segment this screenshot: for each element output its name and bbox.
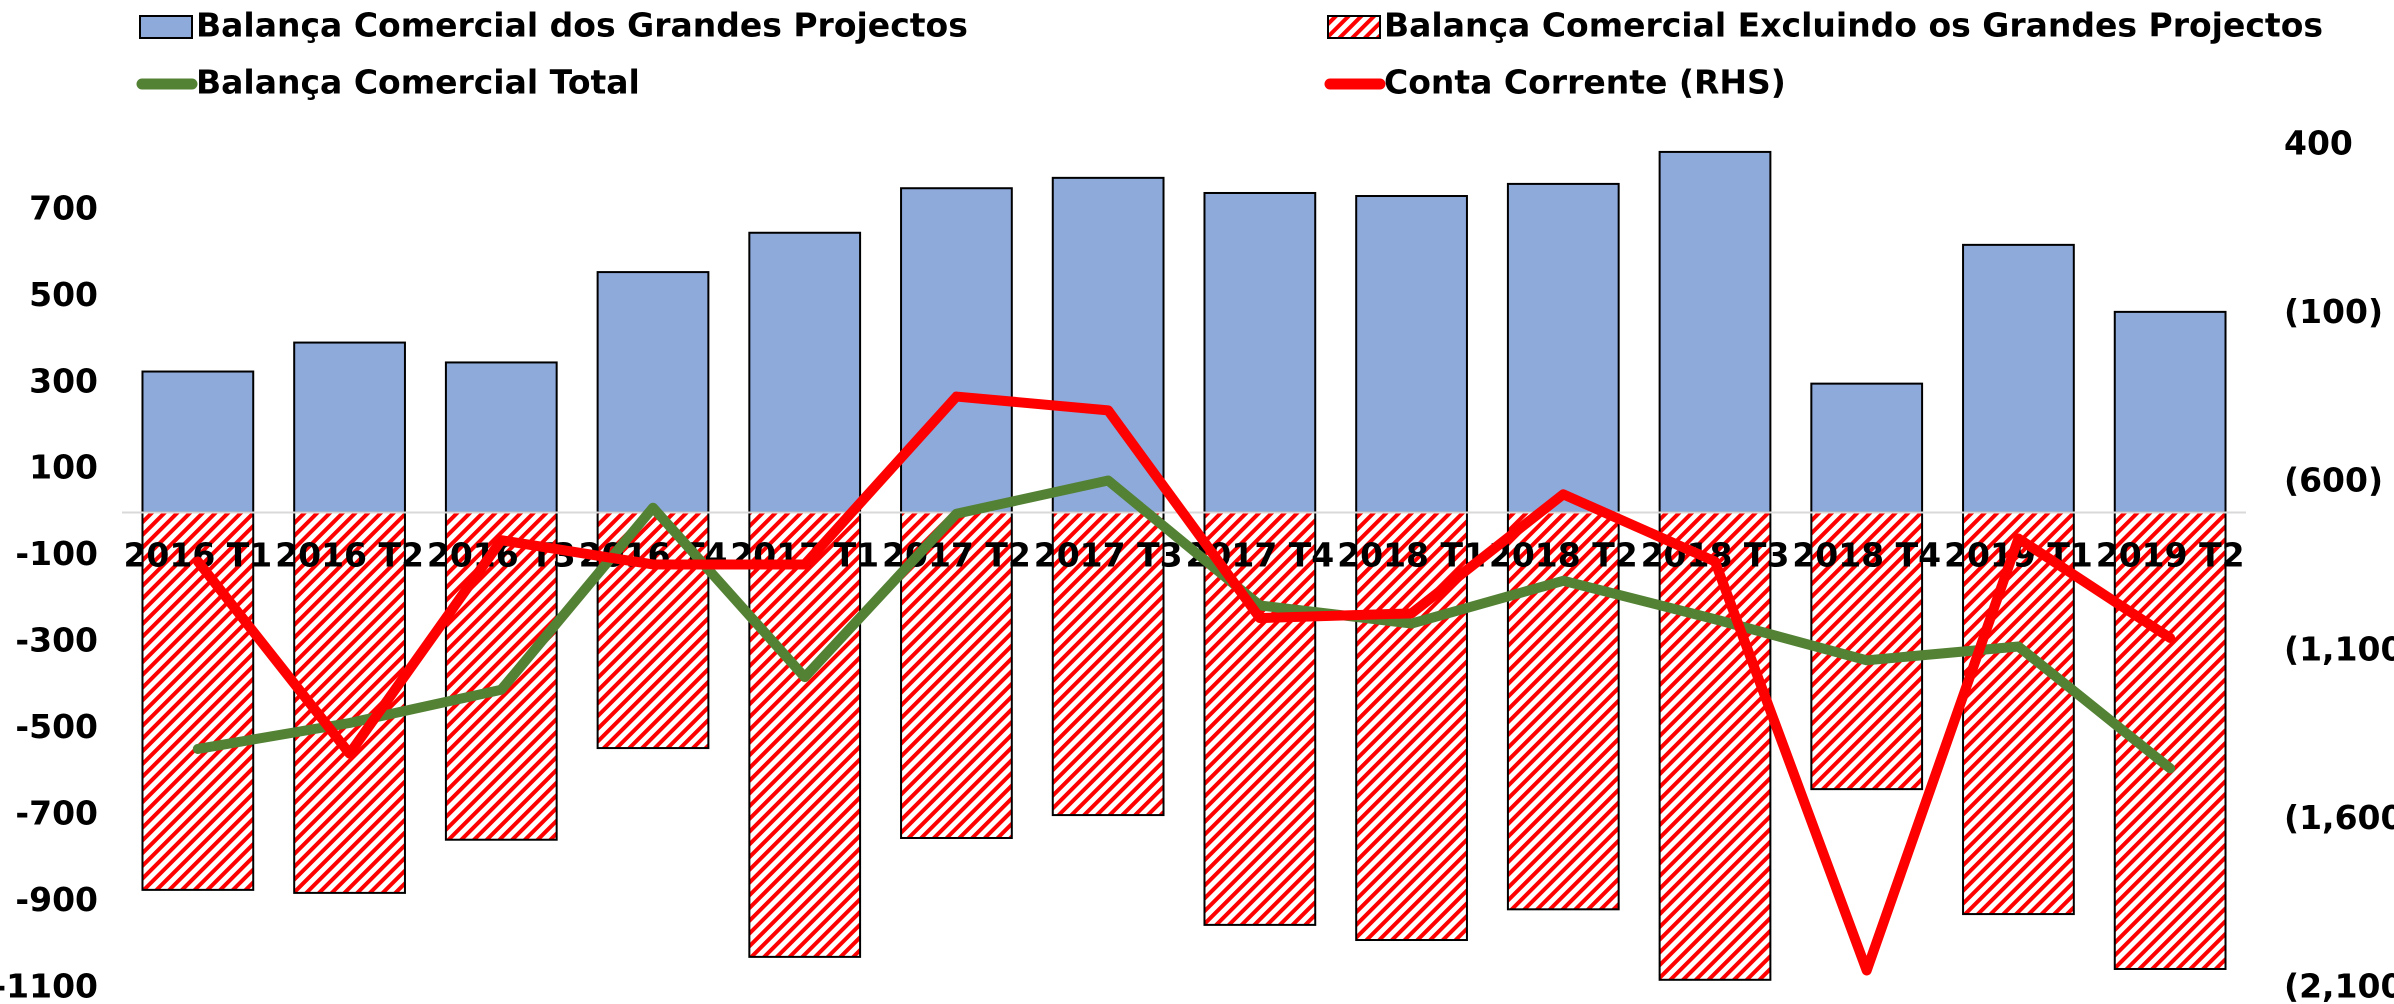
x-tick-label: 2019 T2 (2096, 536, 2245, 575)
legend-label: Balança Comercial Excluindo os Grandes P… (1384, 6, 2323, 45)
y-tick-label: -1100 (0, 967, 98, 1004)
bar (1203, 191, 1317, 514)
bar (900, 187, 1013, 514)
y2-tick-label: 400 (2284, 124, 2353, 163)
y-tick-label: -500 (15, 707, 98, 746)
y2-tick-label: (1,100) (2284, 629, 2394, 668)
bar (141, 511, 255, 891)
x-tick-label: 2018 T2 (1489, 536, 1638, 575)
bar (748, 231, 862, 514)
line (192, 391, 2176, 976)
bar (293, 341, 406, 514)
y-tick-label: -900 (15, 880, 98, 919)
x-tick-label: 2018 T1 (1337, 536, 1486, 575)
legend-label: Balança Comercial dos Grandes Projectos (196, 6, 968, 45)
bar (1658, 150, 1772, 514)
bar (1962, 511, 2075, 916)
legend-label: Balança Comercial Total (196, 63, 640, 102)
y-tick-label: 100 (29, 448, 98, 487)
y-tick-label: -100 (15, 534, 98, 573)
bar (444, 511, 558, 841)
y-tick-label: 300 (29, 361, 98, 400)
x-tick-label: 2017 T3 (1034, 536, 1183, 575)
bar (1962, 243, 2075, 514)
y2-tick-label: (2,100) (2284, 967, 2394, 1004)
bar (2113, 310, 2227, 514)
bar (444, 361, 558, 514)
y2-tick-label: (100) (2284, 292, 2383, 331)
bar (1355, 511, 1468, 942)
bar (1051, 511, 1165, 817)
y-tick-label: -700 (15, 794, 98, 833)
bar (596, 271, 710, 514)
bar (748, 511, 862, 958)
y-tick-label: -300 (15, 621, 98, 660)
x-tick-label: 2018 T4 (1792, 536, 1941, 575)
legend-swatch (1327, 15, 1381, 39)
bar (141, 370, 255, 514)
bar (1506, 182, 1620, 514)
y-tick-label: 500 (29, 275, 98, 314)
legend-label: Conta Corrente (RHS) (1384, 63, 1786, 102)
y2-tick-label: (1,600) (2284, 798, 2394, 837)
y-tick-label: 700 (29, 188, 98, 227)
line (192, 475, 2176, 774)
y2-tick-label: (600) (2284, 461, 2383, 500)
bar (900, 511, 1013, 839)
bar (1810, 382, 1924, 514)
x-tick-label: 2016 T2 (275, 536, 424, 575)
bar (1355, 195, 1468, 514)
legend-swatch (139, 15, 193, 39)
bar (1658, 511, 1772, 981)
bar (1506, 511, 1620, 911)
